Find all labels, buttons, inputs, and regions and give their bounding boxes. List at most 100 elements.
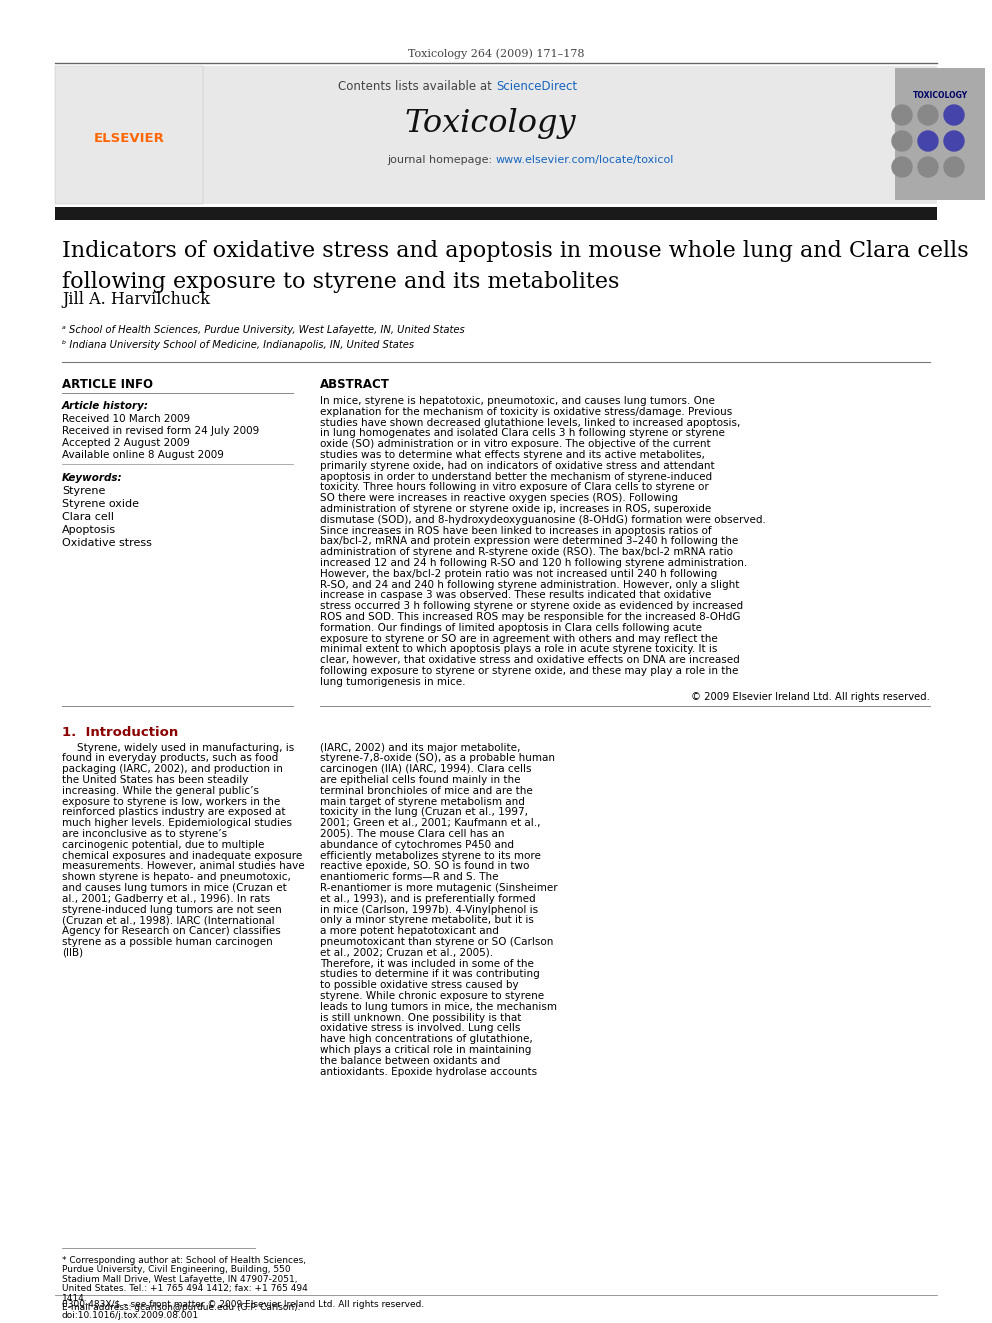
- Text: antioxidants. Epoxide hydrolase accounts: antioxidants. Epoxide hydrolase accounts: [320, 1066, 537, 1077]
- Text: In mice, styrene is hepatotoxic, pneumotoxic, and causes lung tumors. One: In mice, styrene is hepatotoxic, pneumot…: [320, 396, 715, 406]
- Text: increased 12 and 24 h following R-SO and 120 h following styrene administration.: increased 12 and 24 h following R-SO and…: [320, 558, 747, 568]
- Text: in lung homogenates and isolated Clara cells 3 h following styrene or styrene: in lung homogenates and isolated Clara c…: [320, 429, 725, 438]
- Bar: [55, 66, 203, 204]
- Text: 1.  Introduction: 1. Introduction: [62, 725, 179, 738]
- Text: efficiently metabolizes styrene to its more: efficiently metabolizes styrene to its m…: [320, 851, 541, 860]
- Text: Styrene oxide: Styrene oxide: [62, 499, 139, 509]
- Text: TOXICOLOGY: TOXICOLOGY: [913, 90, 967, 99]
- Text: 2001; Green et al., 2001; Kaufmann et al.,: 2001; Green et al., 2001; Kaufmann et al…: [320, 818, 541, 828]
- Text: exposure to styrene is low, workers in the: exposure to styrene is low, workers in t…: [62, 796, 281, 807]
- Text: www.elsevier.com/locate/toxicol: www.elsevier.com/locate/toxicol: [496, 155, 675, 165]
- Text: Accepted 2 August 2009: Accepted 2 August 2009: [62, 438, 189, 448]
- Text: al., 2001; Gadberry et al., 1996). In rats: al., 2001; Gadberry et al., 1996). In ra…: [62, 894, 270, 904]
- Text: ROS and SOD. This increased ROS may be responsible for the increased 8-OHdG: ROS and SOD. This increased ROS may be r…: [320, 613, 740, 622]
- Text: measurements. However, animal studies have: measurements. However, animal studies ha…: [62, 861, 305, 872]
- Text: administration of styrene or styrene oxide ip, increases in ROS, superoxide: administration of styrene or styrene oxi…: [320, 504, 711, 515]
- Text: which plays a critical role in maintaining: which plays a critical role in maintaini…: [320, 1045, 532, 1054]
- Text: ABSTRACT: ABSTRACT: [320, 378, 390, 392]
- Text: (Cruzan et al., 1998). IARC (International: (Cruzan et al., 1998). IARC (Internation…: [62, 916, 275, 925]
- Text: is still unknown. One possibility is that: is still unknown. One possibility is tha…: [320, 1012, 522, 1023]
- Text: formation. Our findings of limited apoptosis in Clara cells following acute: formation. Our findings of limited apopt…: [320, 623, 702, 632]
- Circle shape: [944, 131, 964, 151]
- Circle shape: [918, 105, 938, 124]
- Text: and causes lung tumors in mice (Cruzan et: and causes lung tumors in mice (Cruzan e…: [62, 882, 287, 893]
- Text: SO there were increases in reactive oxygen species (ROS). Following: SO there were increases in reactive oxyg…: [320, 493, 678, 503]
- Text: carcinogen (IIA) (IARC, 1994). Clara cells: carcinogen (IIA) (IARC, 1994). Clara cel…: [320, 765, 532, 774]
- Text: studies to determine if it was contributing: studies to determine if it was contribut…: [320, 970, 540, 979]
- Text: studies have shown decreased glutathione levels, linked to increased apoptosis,: studies have shown decreased glutathione…: [320, 418, 740, 427]
- Text: ᵃ School of Health Sciences, Purdue University, West Lafayette, IN, United State: ᵃ School of Health Sciences, Purdue Univ…: [62, 325, 464, 335]
- Text: much higher levels. Epidemiological studies: much higher levels. Epidemiological stud…: [62, 818, 292, 828]
- Text: are epithelial cells found mainly in the: are epithelial cells found mainly in the: [320, 775, 521, 785]
- Text: Jill A. Harvilchuck: Jill A. Harvilchuck: [62, 291, 210, 308]
- Text: terminal bronchioles of mice and are the: terminal bronchioles of mice and are the: [320, 786, 533, 796]
- Circle shape: [892, 157, 912, 177]
- Text: * Corresponding author at: School of Health Sciences,: * Corresponding author at: School of Hea…: [62, 1256, 306, 1265]
- Circle shape: [892, 105, 912, 124]
- Text: studies was to determine what effects styrene and its active metabolites,: studies was to determine what effects st…: [320, 450, 705, 460]
- Text: United States. Tel.: +1 765 494 1412; fax: +1 765 494: United States. Tel.: +1 765 494 1412; fa…: [62, 1285, 308, 1294]
- Text: in mice (Carlson, 1997b). 4-Vinylphenol is: in mice (Carlson, 1997b). 4-Vinylphenol …: [320, 905, 538, 914]
- Text: Purdue University, Civil Engineering, Building, 550: Purdue University, Civil Engineering, Bu…: [62, 1266, 291, 1274]
- Text: packaging (IARC, 2002), and production in: packaging (IARC, 2002), and production i…: [62, 765, 283, 774]
- Text: ScienceDirect: ScienceDirect: [496, 79, 577, 93]
- Text: clear, however, that oxidative stress and oxidative effects on DNA are increased: clear, however, that oxidative stress an…: [320, 655, 740, 665]
- Text: exposure to styrene or SO are in agreement with others and may reflect the: exposure to styrene or SO are in agreeme…: [320, 634, 718, 643]
- Text: Indicators of oxidative stress and apoptosis in mouse whole lung and Clara cells: Indicators of oxidative stress and apopt…: [62, 239, 968, 262]
- Text: reinforced plastics industry are exposed at: reinforced plastics industry are exposed…: [62, 807, 286, 818]
- Text: primarily styrene oxide, had on indicators of oxidative stress and attendant: primarily styrene oxide, had on indicato…: [320, 460, 714, 471]
- Bar: [55, 206, 937, 220]
- Text: minimal extent to which apoptosis plays a role in acute styrene toxicity. It is: minimal extent to which apoptosis plays …: [320, 644, 717, 655]
- Text: Available online 8 August 2009: Available online 8 August 2009: [62, 450, 224, 460]
- Text: toxicity. Three hours following in vitro exposure of Clara cells to styrene or: toxicity. Three hours following in vitro…: [320, 483, 708, 492]
- Text: apoptosis in order to understand better the mechanism of styrene-induced: apoptosis in order to understand better …: [320, 471, 712, 482]
- Text: following exposure to styrene and its metabolites: following exposure to styrene and its me…: [62, 271, 619, 292]
- Text: abundance of cytochromes P450 and: abundance of cytochromes P450 and: [320, 840, 514, 849]
- Text: oxidative stress is involved. Lung cells: oxidative stress is involved. Lung cells: [320, 1024, 521, 1033]
- Text: Apoptosis: Apoptosis: [62, 525, 116, 534]
- Text: E-mail address: gcarlson@purdue.edu (G.P. Carlson).: E-mail address: gcarlson@purdue.edu (G.P…: [62, 1303, 301, 1312]
- Text: Keywords:: Keywords:: [62, 474, 123, 483]
- Text: et al., 2002; Cruzan et al., 2005).: et al., 2002; Cruzan et al., 2005).: [320, 947, 493, 958]
- Text: following exposure to styrene or styrene oxide, and these may play a role in the: following exposure to styrene or styrene…: [320, 665, 738, 676]
- Text: Agency for Research on Cancer) classifies: Agency for Research on Cancer) classifie…: [62, 926, 281, 937]
- Text: leads to lung tumors in mice, the mechanism: leads to lung tumors in mice, the mechan…: [320, 1002, 557, 1012]
- Text: journal homepage:: journal homepage:: [387, 155, 496, 165]
- Text: a more potent hepatotoxicant and: a more potent hepatotoxicant and: [320, 926, 499, 937]
- Text: increase in caspase 3 was observed. These results indicated that oxidative: increase in caspase 3 was observed. Thes…: [320, 590, 711, 601]
- Text: styrene-induced lung tumors are not seen: styrene-induced lung tumors are not seen: [62, 905, 282, 914]
- Text: are inconclusive as to styrene’s: are inconclusive as to styrene’s: [62, 830, 227, 839]
- Text: 2005). The mouse Clara cell has an: 2005). The mouse Clara cell has an: [320, 830, 505, 839]
- Text: reactive epoxide, SO. SO is found in two: reactive epoxide, SO. SO is found in two: [320, 861, 530, 872]
- Text: to possible oxidative stress caused by: to possible oxidative stress caused by: [320, 980, 519, 990]
- Text: have high concentrations of glutathione,: have high concentrations of glutathione,: [320, 1035, 533, 1044]
- Text: Therefore, it was included in some of the: Therefore, it was included in some of th…: [320, 959, 534, 968]
- Text: © 2009 Elsevier Ireland Ltd. All rights reserved.: © 2009 Elsevier Ireland Ltd. All rights …: [691, 692, 930, 701]
- Text: (IIB): (IIB): [62, 947, 83, 958]
- Text: dismutase (SOD), and 8-hydroxydeoxyguanosine (8-OHdG) formation were observed.: dismutase (SOD), and 8-hydroxydeoxyguano…: [320, 515, 766, 525]
- Text: Stadium Mall Drive, West Lafayette, IN 47907-2051,: Stadium Mall Drive, West Lafayette, IN 4…: [62, 1275, 298, 1285]
- Text: 0300-483X/$ – see front matter © 2009 Elsevier Ireland Ltd. All rights reserved.: 0300-483X/$ – see front matter © 2009 El…: [62, 1301, 425, 1308]
- Text: et al., 1993), and is preferentially formed: et al., 1993), and is preferentially for…: [320, 894, 536, 904]
- Circle shape: [892, 131, 912, 151]
- Text: R-enantiomer is more mutagenic (Sinsheimer: R-enantiomer is more mutagenic (Sinsheim…: [320, 882, 558, 893]
- Text: pneumotoxicant than styrene or SO (Carlson: pneumotoxicant than styrene or SO (Carls…: [320, 937, 554, 947]
- Text: toxicity in the lung (Cruzan et al., 1997,: toxicity in the lung (Cruzan et al., 199…: [320, 807, 528, 818]
- Text: Article history:: Article history:: [62, 401, 149, 411]
- Text: Received 10 March 2009: Received 10 March 2009: [62, 414, 190, 423]
- Text: chemical exposures and inadequate exposure: chemical exposures and inadequate exposu…: [62, 851, 303, 860]
- Text: styrene as a possible human carcinogen: styrene as a possible human carcinogen: [62, 937, 273, 947]
- Text: doi:10.1016/j.tox.2009.08.001: doi:10.1016/j.tox.2009.08.001: [62, 1311, 199, 1320]
- Text: styrene. While chronic exposure to styrene: styrene. While chronic exposure to styre…: [320, 991, 545, 1002]
- Circle shape: [918, 131, 938, 151]
- Text: Oxidative stress: Oxidative stress: [62, 538, 152, 548]
- Text: lung tumorigenesis in mice.: lung tumorigenesis in mice.: [320, 677, 465, 687]
- Text: Contents lists available at: Contents lists available at: [338, 79, 496, 93]
- Text: Toxicology: Toxicology: [404, 108, 575, 139]
- Text: carcinogenic potential, due to multiple: carcinogenic potential, due to multiple: [62, 840, 265, 849]
- Text: explanation for the mechanism of toxicity is oxidative stress/damage. Previous: explanation for the mechanism of toxicit…: [320, 406, 732, 417]
- Text: administration of styrene and R-styrene oxide (RSO). The bax/bcl-2 mRNA ratio: administration of styrene and R-styrene …: [320, 548, 733, 557]
- Text: styrene-7,8-oxide (SO), as a probable human: styrene-7,8-oxide (SO), as a probable hu…: [320, 753, 555, 763]
- Text: ᵇ Indiana University School of Medicine, Indianapolis, IN, United States: ᵇ Indiana University School of Medicine,…: [62, 340, 414, 351]
- Text: stress occurred 3 h following styrene or styrene oxide as evidenced by increased: stress occurred 3 h following styrene or…: [320, 601, 743, 611]
